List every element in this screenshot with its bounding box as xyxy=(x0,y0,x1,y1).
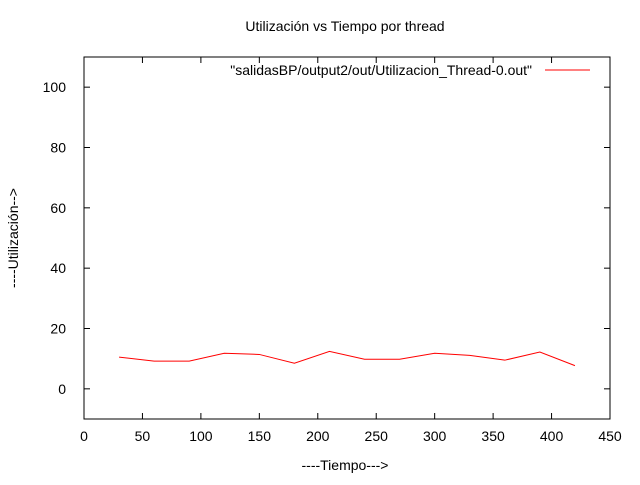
x-tick-label: 200 xyxy=(306,428,330,444)
chart-title: Utilización vs Tiempo por thread xyxy=(245,18,444,34)
y-tick-label: 100 xyxy=(43,79,67,95)
series-layer xyxy=(119,351,575,365)
y-tick-label: 20 xyxy=(50,321,66,337)
x-tick-label: 150 xyxy=(248,428,272,444)
x-tick-label: 350 xyxy=(481,428,505,444)
x-axis: 0 50 100 150 200 250 300 350 400 450 xyxy=(80,57,622,444)
y-axis: 0 20 40 60 80 100 xyxy=(43,79,610,397)
plot-frame xyxy=(84,57,610,419)
x-axis-label: ----Tiempo---> xyxy=(302,457,389,473)
x-tick-label: 0 xyxy=(80,428,88,444)
x-tick-label: 450 xyxy=(598,428,622,444)
x-tick-label: 400 xyxy=(540,428,564,444)
y-tick-label: 40 xyxy=(50,260,66,276)
x-tick-label: 250 xyxy=(365,428,389,444)
legend-label: "salidasBP/output2/out/Utilizacion_Threa… xyxy=(230,62,532,78)
y-tick-label: 60 xyxy=(50,200,66,216)
legend: "salidasBP/output2/out/Utilizacion_Threa… xyxy=(230,62,590,78)
x-tick-label: 100 xyxy=(189,428,213,444)
y-axis-label: ----Utilización--> xyxy=(5,188,21,288)
x-tick-label: 300 xyxy=(423,428,447,444)
y-tick-label: 80 xyxy=(50,140,66,156)
series-line xyxy=(119,351,575,365)
x-tick-label: 50 xyxy=(135,428,151,444)
y-tick-label: 0 xyxy=(58,381,66,397)
